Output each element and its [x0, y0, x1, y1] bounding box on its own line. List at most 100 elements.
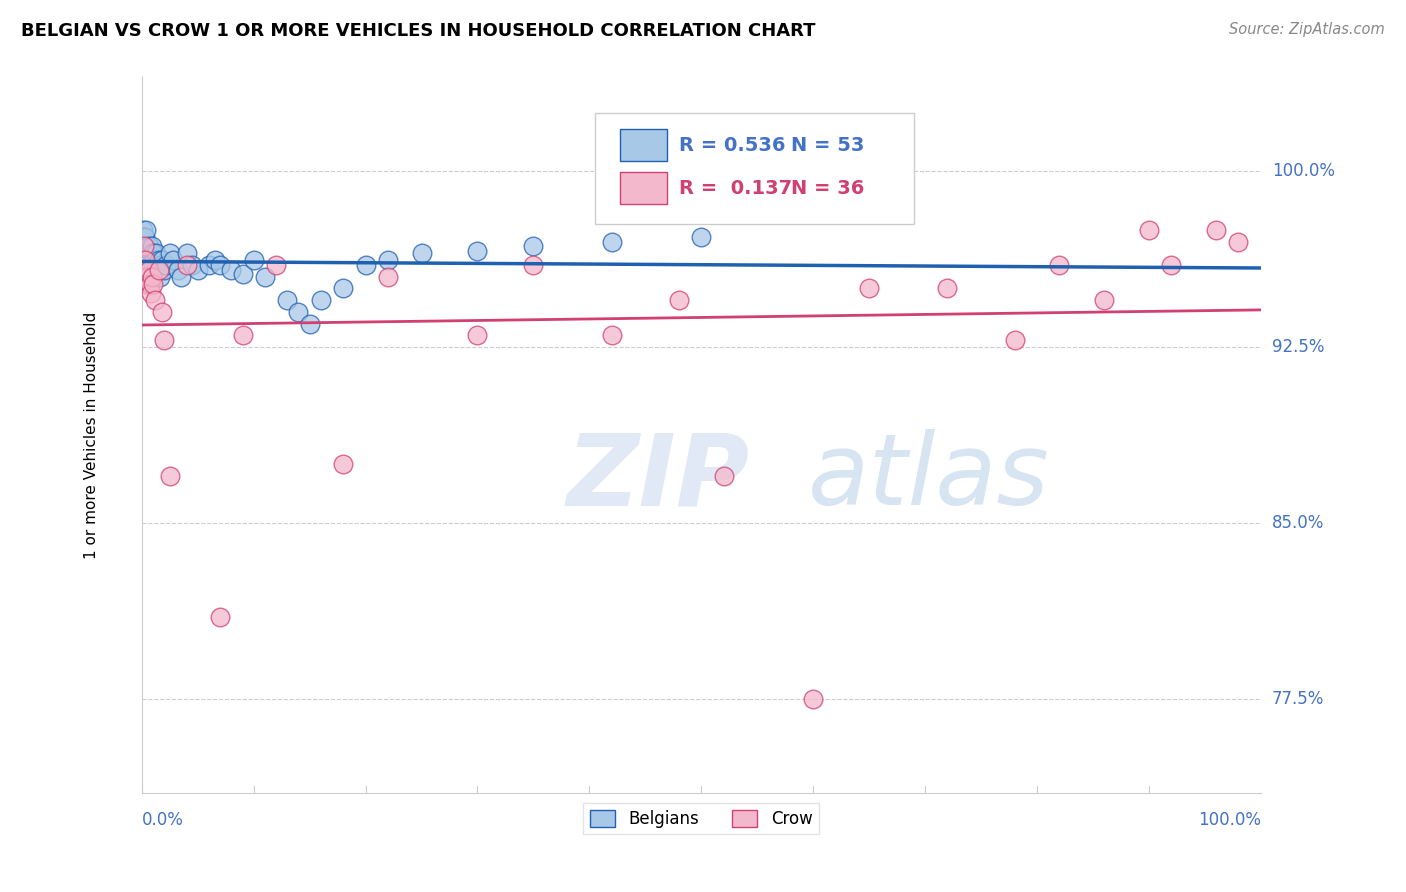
Point [411, 246, 433, 260]
Point [204, 253, 226, 268]
Point [141, 239, 163, 253]
Point [138, 262, 160, 277]
Point [467, 244, 489, 258]
Point [159, 469, 181, 483]
Point [1092, 293, 1115, 308]
Point [162, 253, 184, 268]
Text: N = 53: N = 53 [790, 136, 865, 155]
Point [298, 317, 321, 331]
Point [146, 258, 169, 272]
Point [153, 333, 176, 347]
Bar [620, 129, 666, 161]
Point [276, 293, 298, 308]
Point [134, 239, 156, 253]
Text: 85.0%: 85.0% [1272, 514, 1324, 532]
Point [150, 305, 173, 319]
Point [253, 269, 276, 284]
Point [858, 281, 880, 295]
Bar [620, 172, 666, 204]
Text: 77.5%: 77.5% [1272, 690, 1324, 708]
Text: R = 0.536: R = 0.536 [679, 136, 786, 155]
Point [600, 328, 623, 343]
Point [377, 253, 399, 268]
Legend: Belgians, Crow: Belgians, Crow [583, 803, 820, 834]
Point [209, 258, 232, 272]
Point [142, 258, 165, 272]
Text: 100.0%: 100.0% [1198, 812, 1261, 830]
Point [522, 258, 544, 272]
Point [138, 262, 160, 277]
Point [132, 239, 155, 253]
Point [209, 609, 232, 624]
Point [1137, 223, 1160, 237]
Point [801, 691, 824, 706]
Point [132, 223, 155, 237]
Point [332, 458, 354, 472]
Point [690, 230, 713, 244]
Point [713, 469, 735, 483]
Point [467, 328, 489, 343]
Point [142, 277, 165, 291]
Point [132, 269, 155, 284]
Point [242, 253, 264, 268]
Point [159, 246, 181, 260]
Point [153, 262, 176, 277]
Point [354, 258, 377, 272]
Point [176, 246, 198, 260]
Point [155, 258, 177, 272]
Point [377, 269, 399, 284]
Point [522, 239, 544, 253]
Point [134, 230, 156, 244]
Point [1047, 258, 1070, 272]
Point [170, 269, 193, 284]
Point [139, 246, 162, 260]
Point [135, 246, 157, 260]
Point [187, 262, 209, 277]
Point [176, 258, 198, 272]
Point [132, 251, 155, 265]
Point [166, 262, 188, 277]
Point [1004, 333, 1026, 347]
Point [1160, 258, 1182, 272]
Point [138, 253, 160, 268]
Point [668, 293, 690, 308]
Text: 100.0%: 100.0% [1272, 162, 1334, 180]
Point [149, 269, 172, 284]
Text: N = 36: N = 36 [790, 178, 865, 198]
Point [142, 246, 165, 260]
Text: 92.5%: 92.5% [1272, 338, 1324, 356]
Point [936, 281, 959, 295]
Point [181, 258, 204, 272]
Point [139, 286, 162, 301]
Point [136, 269, 159, 284]
Point [145, 246, 167, 260]
Point [148, 262, 170, 277]
Point [231, 328, 253, 343]
Point [143, 262, 166, 277]
Text: atlas: atlas [807, 429, 1049, 526]
Point [264, 258, 287, 272]
Point [135, 223, 157, 237]
Point [135, 277, 157, 291]
Point [600, 235, 623, 249]
Point [132, 239, 155, 253]
Point [143, 293, 166, 308]
Text: ZIP: ZIP [567, 429, 749, 526]
Point [136, 246, 159, 260]
Point [150, 253, 173, 268]
Point [231, 268, 253, 282]
Point [141, 269, 163, 284]
Point [132, 230, 155, 244]
Text: BELGIAN VS CROW 1 OR MORE VEHICLES IN HOUSEHOLD CORRELATION CHART: BELGIAN VS CROW 1 OR MORE VEHICLES IN HO… [21, 22, 815, 40]
Text: R =  0.137: R = 0.137 [679, 178, 792, 198]
Point [287, 305, 309, 319]
Text: 0.0%: 0.0% [142, 812, 184, 830]
Text: 1 or more Vehicles in Household: 1 or more Vehicles in Household [84, 311, 98, 558]
Point [143, 253, 166, 268]
Point [198, 258, 221, 272]
Point [148, 253, 170, 268]
Point [134, 253, 156, 268]
FancyBboxPatch shape [595, 113, 914, 224]
Point [309, 293, 332, 308]
Point [221, 262, 243, 277]
